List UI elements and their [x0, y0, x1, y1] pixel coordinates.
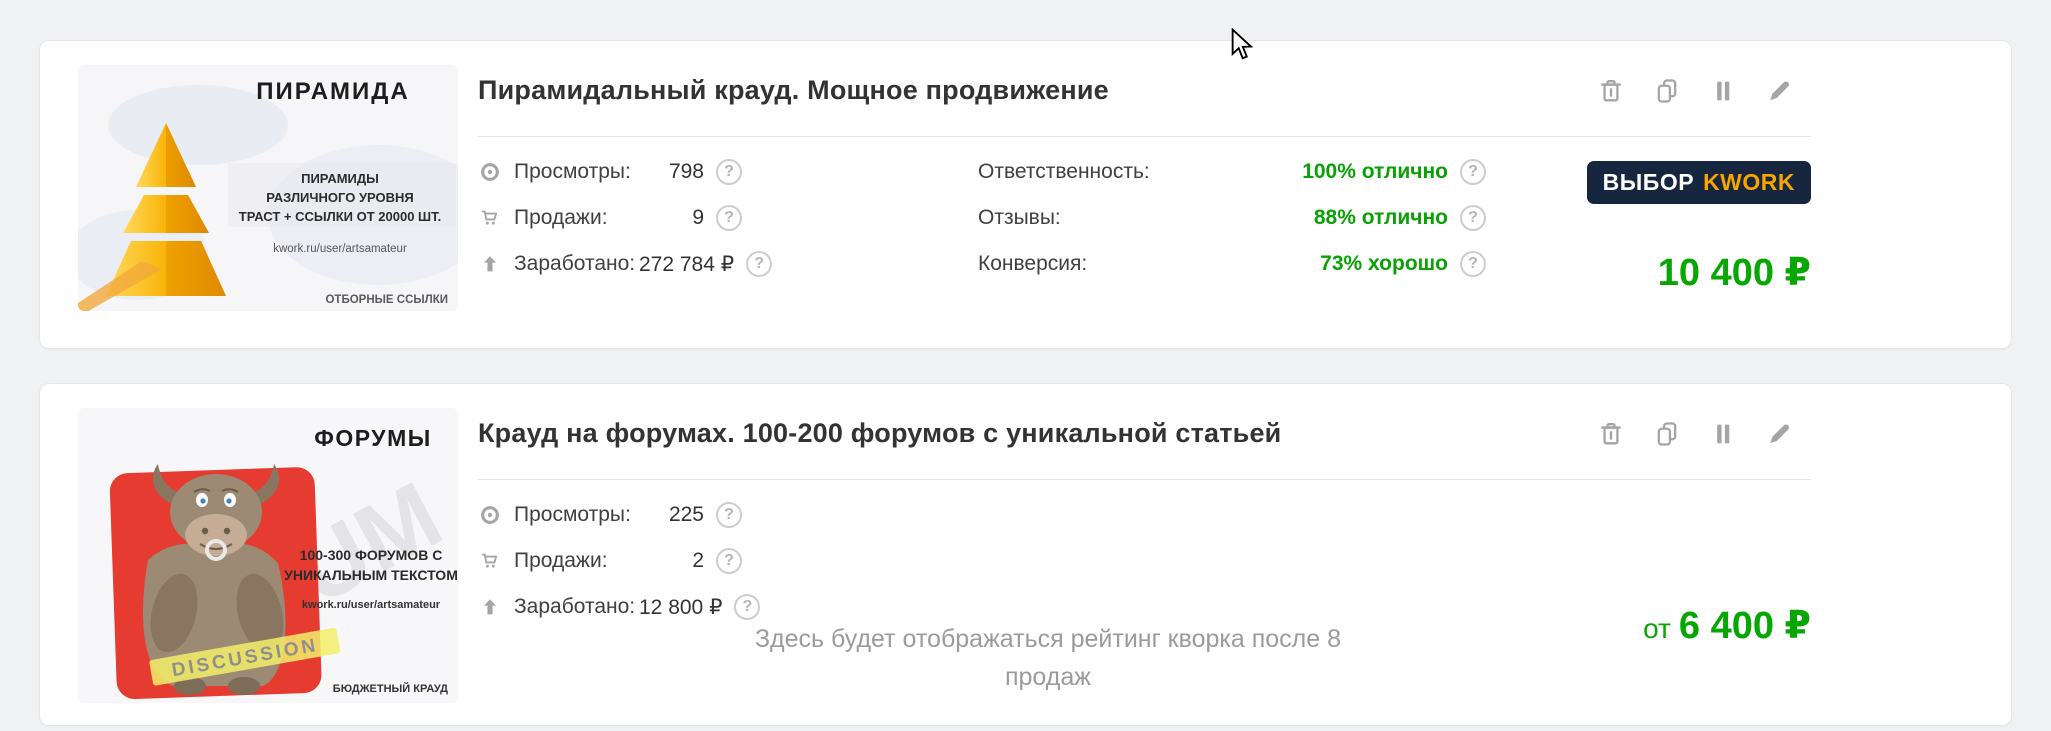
price-prefix: от: [1643, 613, 1671, 644]
rating-row: Ответственность: 100% отлично ?: [978, 149, 1486, 195]
thumbnail-line: ТРАСТ + ССЫЛКИ ОТ 20000 ШТ.: [239, 209, 441, 224]
duplicate-button[interactable]: [1653, 420, 1681, 448]
stat-row: Продажи: 2 ?: [478, 538, 978, 584]
thumbnail-line: РАЗЛИЧНОГО УРОВНЯ: [266, 190, 414, 205]
orange-stripe: [78, 261, 162, 311]
stat-label: Просмотры:: [514, 160, 631, 183]
stat-label: Продажи:: [514, 549, 608, 572]
views-icon: [478, 161, 502, 183]
rating-placeholder-text: Здесь будет отображаться рейтинг кворка …: [754, 625, 1342, 691]
help-icon[interactable]: ?: [716, 548, 742, 574]
thumbnail-heading: ПИРАМИДА: [256, 78, 409, 105]
stat-label: Продажи:: [514, 206, 608, 229]
stat-value: 2: [692, 549, 704, 572]
thumbnail-line: УНИКАЛЬНЫМ ТЕКСТОМ: [284, 567, 458, 583]
thumbnail-line: 100-300 ФОРУМОВ С: [300, 547, 443, 563]
thumbnail-line: ПИРАМИДЫ: [301, 171, 379, 186]
trash-icon: [1601, 423, 1621, 445]
gig-price: 10 400 ₽: [1657, 252, 1811, 294]
cart-icon: [478, 550, 502, 572]
stat-value: 12 800 ₽: [639, 595, 723, 619]
actions-toolbar: [1597, 420, 1793, 448]
stat-label: Заработано:: [514, 252, 636, 275]
rating-row: Отзывы: 88% отлично ?: [978, 195, 1486, 241]
cart-icon: [478, 207, 502, 229]
arrow-up-icon: [478, 253, 502, 275]
pyramid-thumbnail-art: ПИРАМИДА ПИРАМИДЫ РАЗЛИЧНОГО УРОВНЯ ТРАС…: [78, 65, 458, 311]
duplicate-icon: [1657, 422, 1677, 446]
gig-card: FORUM: [39, 383, 2012, 726]
forum-bull-thumbnail-art: FORUM: [78, 408, 458, 703]
stat-label: Заработано:: [514, 595, 636, 618]
pause-button[interactable]: [1709, 420, 1737, 448]
divider: [478, 479, 1811, 480]
ratings-column: Ответственность: 100% отлично ? Отзывы: …: [978, 149, 1486, 287]
thumbnail-heading: ФОРУМЫ: [314, 425, 432, 451]
edit-button[interactable]: [1765, 77, 1793, 105]
rating-label: Конверсия:: [978, 252, 1088, 275]
stat-row: Продажи: 9 ?: [478, 195, 978, 241]
gig-title[interactable]: Пирамидальный крауд. Мощное продвижение: [478, 75, 1109, 105]
stat-row: Заработано: 12 800 ₽ ?: [478, 584, 978, 630]
stats-column: Просмотры: 225 ? Продажи: 2: [478, 492, 978, 630]
help-icon[interactable]: ?: [1460, 251, 1486, 277]
help-icon[interactable]: ?: [1460, 205, 1486, 231]
gig-thumbnail[interactable]: FORUM: [78, 408, 458, 703]
gig-thumbnail[interactable]: ПИРАМИДА ПИРАМИДЫ РАЗЛИЧНОГО УРОВНЯ ТРАС…: [78, 65, 458, 311]
edit-icon: [1770, 424, 1789, 444]
gig-title[interactable]: Крауд на форумах. 100-200 форумов с уник…: [478, 418, 1282, 448]
stat-label: Просмотры:: [514, 503, 631, 526]
thumbnail-url: kwork.ru/user/artsamateur: [302, 599, 441, 611]
badge-brand: KWORK: [1703, 169, 1795, 195]
stat-row: Заработано: 272 784 ₽ ?: [478, 241, 978, 287]
gig-card: ПИРАМИДА ПИРАМИДЫ РАЗЛИЧНОГО УРОВНЯ ТРАС…: [39, 40, 2012, 349]
help-icon[interactable]: ?: [734, 594, 761, 620]
pause-icon: [1717, 81, 1730, 101]
stat-value: 225: [668, 503, 704, 526]
thumbnail-url: kwork.ru/user/artsamateur: [273, 243, 407, 255]
rating-row: Конверсия: 73% хорошо ?: [978, 241, 1486, 287]
delete-button[interactable]: [1597, 420, 1625, 448]
stat-value: 9: [692, 206, 704, 229]
stat-row: Просмотры: 225 ?: [478, 492, 978, 538]
help-icon[interactable]: ?: [716, 205, 742, 231]
kwork-choice-badge: ВЫБОР KWORK: [1586, 161, 1811, 204]
rating-value: 73% хорошо: [1320, 252, 1448, 275]
help-icon[interactable]: ?: [746, 251, 773, 277]
thumbnail-footer: ОТБОРНЫЕ ССЫЛКИ: [325, 294, 448, 306]
rating-value: 88% отлично: [1313, 206, 1448, 229]
rating-label: Отзывы:: [978, 206, 1061, 229]
stat-row: Просмотры: 798 ?: [478, 149, 978, 195]
gig-price: от 6 400 ₽: [1643, 605, 1811, 647]
views-icon: [478, 504, 502, 526]
trash-icon: [1601, 80, 1621, 102]
thumbnail-footer: БЮДЖЕТНЫЙ КРАУД: [333, 682, 448, 695]
arrow-up-icon: [478, 596, 502, 618]
edit-icon: [1770, 81, 1789, 101]
divider: [478, 136, 1811, 137]
badge-label: ВЫБОР: [1602, 169, 1695, 195]
actions-toolbar: [1597, 77, 1793, 105]
stat-value: 798: [668, 160, 704, 183]
stat-value: 272 784 ₽: [639, 252, 735, 276]
duplicate-icon: [1657, 79, 1677, 103]
help-icon[interactable]: ?: [716, 502, 742, 528]
edit-button[interactable]: [1765, 420, 1793, 448]
help-icon[interactable]: ?: [716, 159, 742, 185]
duplicate-button[interactable]: [1653, 77, 1681, 105]
pause-button[interactable]: [1709, 77, 1737, 105]
delete-button[interactable]: [1597, 77, 1625, 105]
rating-value: 100% отлично: [1302, 160, 1448, 183]
stats-column: Просмотры: 798 ? Продажи: 9: [478, 149, 978, 287]
rating-label: Ответственность:: [978, 160, 1150, 183]
pause-icon: [1717, 424, 1730, 444]
help-icon[interactable]: ?: [1460, 159, 1486, 185]
